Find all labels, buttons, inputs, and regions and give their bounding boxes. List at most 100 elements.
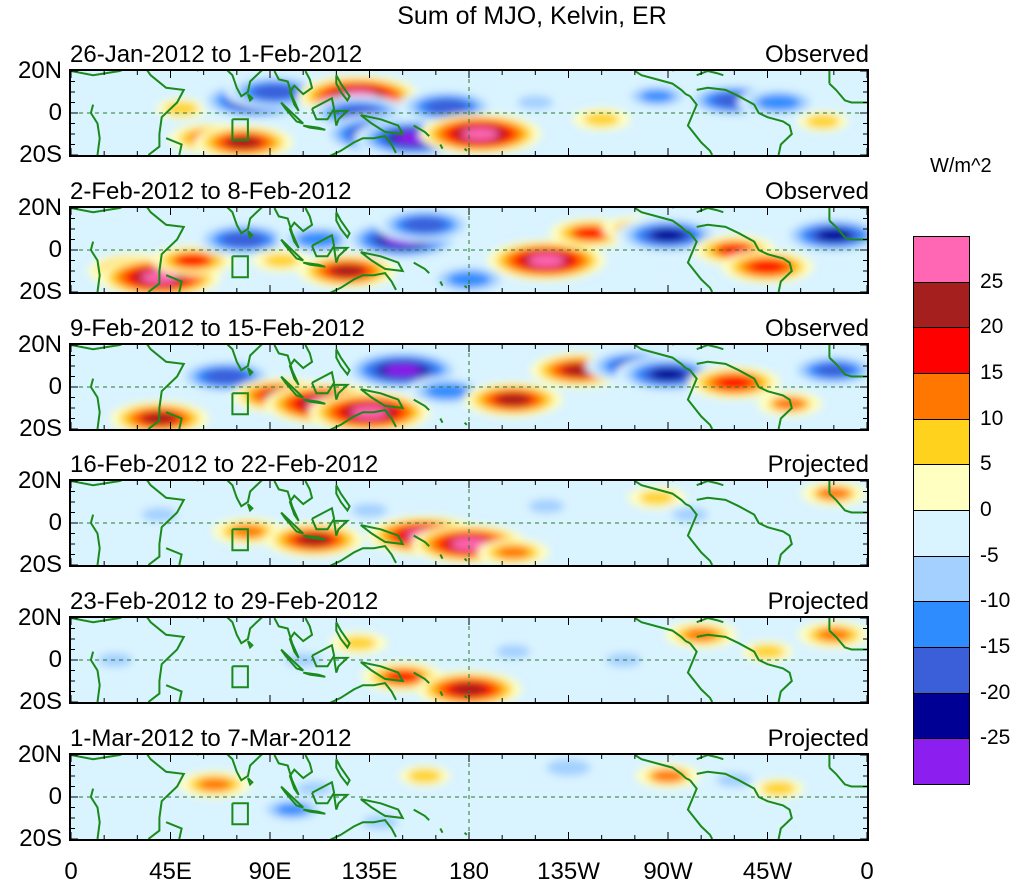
positive-anomaly-contour	[496, 546, 530, 559]
coastline	[302, 261, 326, 268]
x-tick-label: 90W	[643, 858, 693, 885]
coastline	[360, 798, 405, 820]
coastline	[329, 819, 397, 839]
coastline	[280, 238, 304, 262]
panel-status-label: Projected	[767, 451, 869, 478]
coastline	[246, 367, 254, 377]
coastline	[246, 230, 254, 240]
y-tick-label: 20S	[19, 141, 62, 168]
coastline	[280, 101, 304, 125]
coastline	[463, 557, 468, 562]
coastline	[226, 481, 263, 508]
coastline	[439, 418, 444, 424]
anomaly-map-svg	[71, 71, 867, 155]
colorbar-swatch	[913, 327, 970, 374]
colorbar-swatch	[913, 647, 970, 694]
coastline	[696, 345, 724, 351]
coastline	[273, 208, 314, 249]
coastline	[696, 755, 724, 761]
negative-anomaly-contour	[717, 773, 751, 787]
coastline	[302, 534, 326, 541]
y-tick-label: 20S	[19, 825, 62, 852]
axis-ticks	[71, 755, 867, 839]
coastline	[335, 211, 351, 240]
coastline	[273, 755, 314, 796]
y-tick-label: 20N	[17, 741, 62, 768]
x-tick-label: 90E	[248, 858, 292, 885]
axis-ticks	[71, 71, 867, 155]
coastline	[463, 421, 468, 426]
coastline	[439, 554, 444, 560]
negative-anomaly-contour	[518, 96, 552, 109]
positive-anomaly-contour	[585, 112, 619, 126]
chart-title: Sum of MJO, Kelvin, ER	[397, 2, 667, 30]
axis-ticks	[71, 345, 867, 429]
coastline	[696, 481, 724, 487]
positive-anomaly-contour	[805, 114, 840, 129]
coastline	[165, 411, 183, 429]
coastline	[686, 779, 714, 839]
coastline	[696, 71, 724, 77]
coastline	[311, 96, 336, 121]
coastline	[335, 758, 351, 787]
colorbar-label: 0	[980, 498, 992, 521]
anomaly-map	[69, 753, 869, 841]
map-panel: 16-Feb-2012 to 22-Feb-2012 Projected 20N 0 2…	[0, 451, 880, 584]
negative-anomaly-contour	[142, 508, 177, 522]
negative-anomaly-contour	[650, 229, 686, 242]
negative-anomaly-contour	[384, 363, 421, 377]
y-tick-label: 0	[48, 509, 62, 536]
anomaly-map-svg	[71, 755, 867, 839]
y-tick-label: 20N	[17, 57, 62, 84]
panel-period-label: 9-Feb-2012 to 15-Feb-2012	[70, 315, 365, 342]
reference-box	[231, 118, 249, 142]
anomaly-field	[130, 481, 867, 565]
negative-anomaly-contour	[552, 761, 585, 774]
coastline	[696, 633, 793, 702]
coastline	[335, 484, 351, 513]
y-tick-label: 0	[48, 236, 62, 263]
coastline	[280, 511, 304, 535]
axis-ticks	[71, 618, 867, 702]
coastline	[696, 618, 724, 624]
coastline	[634, 755, 691, 782]
panel-status-label: Observed	[764, 178, 869, 205]
coastline	[333, 109, 350, 126]
coastline	[360, 524, 405, 546]
y-tick-label: 0	[48, 373, 62, 400]
coastline	[439, 828, 444, 834]
y-tick-label: 20S	[19, 415, 62, 442]
coastline	[634, 481, 691, 508]
panel-period-label: 23-Feb-2012 to 29-Feb-2012	[70, 588, 379, 615]
positive-anomaly-contour	[451, 683, 487, 696]
coastline	[71, 481, 186, 565]
x-tick-label: 45E	[149, 858, 192, 885]
coastline	[302, 124, 326, 131]
coastline	[302, 808, 326, 815]
positive-anomaly-contour	[330, 264, 365, 278]
coastline	[273, 481, 314, 522]
negative-anomaly-contour	[226, 233, 261, 246]
reference-box	[231, 255, 249, 279]
colorbar-label: 15	[980, 361, 1004, 384]
coastline	[89, 788, 101, 839]
coastline	[335, 621, 351, 650]
map-panel: 26-Jan-2012 to 1-Feb-2012 Observed 20N 0 20S	[0, 41, 880, 174]
y-tick-label: 0	[48, 783, 62, 810]
negative-anomaly-contour	[257, 85, 292, 99]
y-tick-label: 20N	[17, 331, 62, 358]
colorbar-swatch	[913, 738, 970, 785]
negative-anomaly-contour	[816, 364, 851, 377]
y-tick-label: 20S	[19, 688, 62, 715]
coastline	[165, 821, 183, 839]
colorbar-label: 10	[980, 406, 1004, 430]
coastline	[89, 651, 101, 702]
coastline	[333, 656, 350, 673]
coastline	[413, 124, 430, 137]
coastline	[226, 71, 263, 98]
positive-anomaly-contour	[407, 769, 442, 783]
map-panel: 9-Feb-2012 to 15-Feb-2012 Observed 20N 0 20S	[0, 315, 880, 448]
coastline	[273, 345, 314, 386]
coastline	[165, 547, 183, 565]
negative-anomaly-contour	[673, 508, 707, 522]
